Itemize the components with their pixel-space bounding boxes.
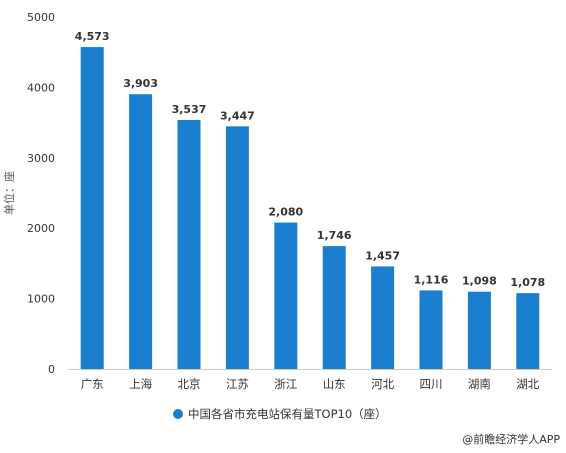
bar bbox=[322, 246, 346, 369]
y-axis-ticks: 0 1000 2000 3000 4000 5000 bbox=[27, 11, 55, 376]
x-tick-label: 江苏 bbox=[226, 377, 249, 391]
bar bbox=[225, 126, 249, 369]
bar bbox=[516, 293, 540, 369]
legend-label: 中国各省市充电站保有量TOP10（座） bbox=[188, 407, 387, 421]
data-label: 1,746 bbox=[317, 229, 352, 242]
data-label: 4,573 bbox=[75, 30, 110, 43]
data-label: 1,116 bbox=[414, 273, 449, 286]
bar bbox=[371, 266, 395, 369]
x-tick-label: 湖南 bbox=[468, 377, 491, 391]
data-labels: 4,573 3,903 3,537 3,447 2,080 1,746 1,457 1,116… bbox=[75, 30, 545, 289]
x-tick-label: 上海 bbox=[129, 377, 152, 391]
x-tick-label: 山东 bbox=[323, 377, 346, 391]
bar bbox=[80, 47, 104, 370]
bar bbox=[129, 94, 153, 370]
x-tick-label: 河北 bbox=[371, 377, 394, 391]
data-label: 1,098 bbox=[462, 275, 497, 288]
x-tick-label: 湖北 bbox=[516, 377, 539, 391]
bars bbox=[80, 47, 540, 370]
data-label: 3,903 bbox=[123, 77, 158, 90]
x-tick-label: 广东 bbox=[81, 377, 104, 391]
x-axis-categories: 广东 上海 北京 江苏 浙江 山东 河北 四川 湖南 湖北 bbox=[81, 377, 540, 391]
legend-swatch bbox=[173, 409, 183, 419]
x-tick-label: 四川 bbox=[420, 377, 443, 391]
source-credit: @前瞻经济学人APP bbox=[462, 432, 560, 446]
y-tick-label: 0 bbox=[48, 363, 55, 376]
data-label: 3,537 bbox=[172, 103, 207, 116]
data-label: 3,447 bbox=[220, 109, 255, 122]
y-tick-label: 2000 bbox=[27, 222, 55, 235]
legend: 中国各省市充电站保有量TOP10（座） bbox=[173, 407, 387, 421]
y-tick-label: 4000 bbox=[27, 81, 55, 94]
data-label: 1,078 bbox=[510, 276, 545, 289]
data-label: 1,457 bbox=[365, 249, 400, 262]
y-tick-label: 3000 bbox=[27, 152, 55, 165]
y-tick-label: 5000 bbox=[27, 11, 55, 24]
bar bbox=[177, 119, 201, 369]
bar bbox=[467, 291, 491, 369]
x-tick-label: 浙江 bbox=[274, 377, 297, 391]
data-label: 2,080 bbox=[268, 206, 303, 219]
y-axis-label: 单位：座 bbox=[2, 171, 16, 215]
bar bbox=[419, 290, 443, 369]
x-tick-label: 北京 bbox=[178, 377, 201, 391]
y-tick-label: 1000 bbox=[27, 293, 55, 306]
bar bbox=[274, 222, 298, 369]
